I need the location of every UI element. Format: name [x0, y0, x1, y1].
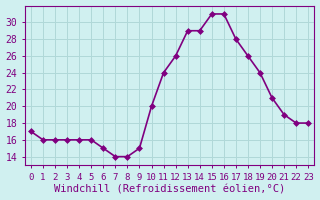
X-axis label: Windchill (Refroidissement éolien,°C): Windchill (Refroidissement éolien,°C)	[54, 184, 285, 194]
